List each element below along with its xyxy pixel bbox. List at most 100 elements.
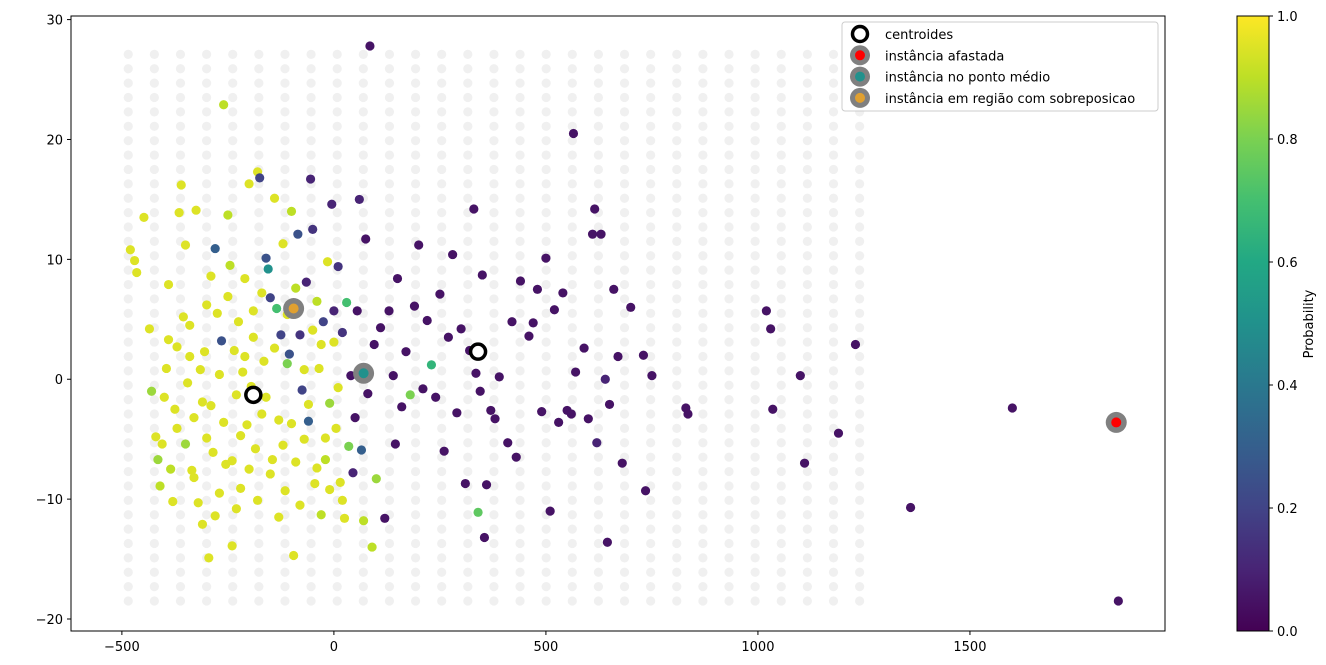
grid-dot [332, 107, 342, 117]
grid-dot [515, 107, 525, 117]
grid-dot [855, 495, 865, 505]
grid-dot [802, 150, 812, 160]
grid-dot [567, 236, 577, 246]
grid-dot [149, 164, 159, 175]
data-point [481, 480, 492, 490]
grid-dot [776, 351, 786, 362]
grid-dot [541, 279, 551, 290]
grid-dot [149, 78, 159, 88]
grid-dot [646, 236, 656, 246]
data-point [197, 397, 208, 407]
grid-dot [202, 380, 212, 390]
grid-dot [828, 395, 839, 405]
grid-dot [672, 164, 682, 175]
grid-dot [306, 150, 316, 160]
grid-dot [619, 538, 630, 549]
grid-dot [280, 596, 290, 606]
grid-dot [855, 481, 865, 491]
data-point [503, 438, 513, 448]
data-point [265, 469, 275, 479]
grid-dot [619, 596, 630, 606]
grid-dot [280, 121, 290, 131]
grid-dot [254, 366, 264, 376]
grid-dot [776, 150, 786, 160]
data-point [299, 365, 309, 375]
grid-dot [123, 481, 133, 491]
grid-dot [306, 524, 316, 534]
grid-dot [802, 251, 812, 261]
grid-dot [410, 193, 421, 203]
grid-dot [332, 366, 342, 376]
grid-dot [332, 222, 342, 232]
grid-dot [724, 107, 734, 117]
grid-dot [254, 222, 264, 232]
grid-dot [410, 121, 421, 131]
grid-dot [489, 553, 499, 563]
grid-dot [724, 222, 734, 232]
data-point [199, 347, 210, 357]
grid-dot [672, 395, 682, 405]
grid-dot [123, 294, 133, 304]
grid-dot [123, 150, 133, 160]
grid-dot [855, 236, 865, 246]
legend-marker [855, 50, 865, 61]
grid-dot [123, 279, 133, 290]
grid-dot [593, 567, 604, 577]
grid-dot [593, 409, 604, 419]
grid-dot [175, 495, 186, 505]
centroid-marker [244, 385, 263, 405]
grid-dot [149, 366, 159, 376]
grid-dot [175, 265, 186, 275]
grid-dot [776, 481, 786, 491]
data-point [216, 336, 227, 346]
grid-dot [228, 308, 238, 318]
data-point [308, 224, 318, 234]
grid-dot [202, 49, 212, 59]
grid-dot [489, 366, 499, 376]
grid-dot [149, 596, 159, 606]
grid-dot [828, 582, 839, 592]
grid-dot [489, 92, 499, 103]
grid-dot [410, 351, 421, 362]
grid-dot [828, 337, 839, 347]
grid-dot [593, 452, 604, 462]
grid-dot [515, 193, 525, 203]
grid-dot [175, 279, 186, 290]
data-point [363, 389, 373, 399]
grid-dot [593, 164, 604, 175]
grid-dot [149, 495, 159, 505]
legend-label: instância em região com sobreposicao [885, 92, 1135, 107]
grid-dot [515, 553, 525, 563]
grid-dot [672, 208, 682, 218]
grid-dot [175, 481, 186, 491]
grid-dot [828, 351, 839, 362]
grid-dot [541, 481, 551, 491]
grid-dot [593, 423, 604, 433]
grid-dot [123, 495, 133, 505]
data-point [269, 343, 280, 353]
data-point [236, 430, 246, 441]
grid-dot [672, 136, 682, 146]
grid-dot [254, 92, 264, 103]
grid-dot [776, 466, 786, 477]
data-point [214, 488, 225, 498]
grid-dot [802, 193, 812, 203]
grid-dot [437, 265, 447, 275]
data-point [327, 199, 337, 209]
grid-dot [750, 366, 760, 376]
grid-dot [776, 495, 786, 505]
grid-dot [306, 366, 316, 376]
data-point [452, 408, 462, 418]
grid-dot [149, 236, 159, 246]
grid-dot [149, 409, 159, 419]
data-point [299, 434, 309, 444]
grid-dot [515, 366, 525, 376]
grid-dot [593, 64, 604, 74]
grid-dot [619, 64, 630, 74]
grid-dot [619, 423, 630, 433]
grid-dot [724, 251, 734, 261]
grid-dot [410, 265, 421, 275]
data-point [210, 243, 220, 254]
grid-dot [776, 279, 786, 290]
grid-dot [646, 510, 656, 520]
